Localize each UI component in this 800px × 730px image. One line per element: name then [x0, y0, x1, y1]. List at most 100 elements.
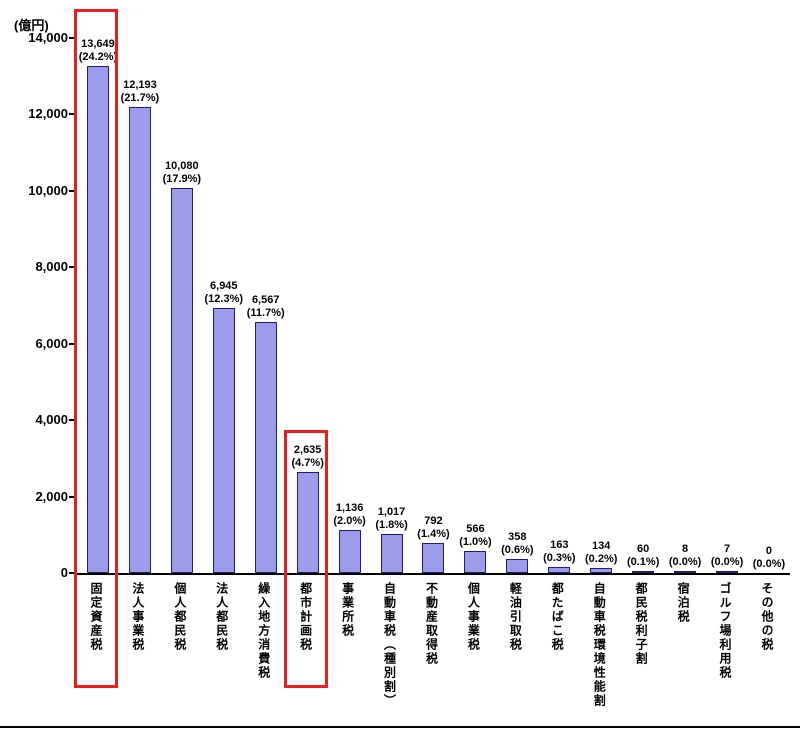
bar-value-label: 6,567 (11.7%): [247, 294, 285, 320]
bar-column: 6,567 (11.7%): [245, 38, 287, 573]
bar-column: 0 (0.0%): [748, 38, 790, 573]
bar-value: 163: [550, 539, 569, 551]
y-tick-mark: [69, 572, 75, 574]
bar: [170, 188, 193, 573]
category-label-cell: ゴルフ場利用税: [704, 582, 746, 680]
y-axis-unit-label: (億円): [14, 18, 49, 33]
bar-percent: (2.0%): [333, 515, 366, 527]
bar-value-label: 13,649 (24.2%): [79, 38, 118, 64]
bars-row: 13,649 (24.2%) 12,193 (21.7%) 10,080 (17.9%) 6…: [77, 38, 790, 573]
bar-value: 792: [424, 515, 443, 527]
bar-column: 12,193 (21.7%): [119, 38, 161, 573]
bar-value-label: 1,136 (2.0%): [333, 502, 365, 528]
bar: [128, 107, 151, 573]
bar-value-label: 566 (1.0%): [459, 523, 491, 549]
bar-column: 163 (0.3%): [538, 38, 580, 573]
bar-value-label: 60 (0.1%): [627, 543, 659, 569]
bar-value-label: 358 (0.6%): [501, 531, 533, 557]
bar-value-label: 134 (0.2%): [585, 540, 617, 566]
bar: [548, 567, 571, 573]
bar-percent: (0.2%): [585, 553, 618, 565]
bar-percent: (17.9%): [162, 173, 202, 185]
bar-column: 1,136 (2.0%): [329, 38, 371, 573]
category-label-cell: 自動車税環境性能割: [578, 582, 620, 708]
bar: [422, 543, 445, 573]
category-label: 繰入地方消費税: [256, 582, 271, 680]
bar-column: 10,080 (17.9%): [161, 38, 203, 573]
bar-column: 566 (1.0%): [454, 38, 496, 573]
y-tick-mark: [69, 113, 75, 116]
category-label-cell: 不動産取得税: [411, 582, 453, 666]
y-tick-mark: [69, 189, 75, 192]
category-label: 個人都民税: [172, 582, 187, 652]
bar: [254, 322, 277, 573]
category-label-cell: 都市計画税: [285, 582, 327, 652]
bar-percent: (11.7%): [246, 307, 285, 319]
category-label-cell: 法人事業税: [117, 582, 159, 652]
bar-column: 7 (0.0%): [706, 38, 748, 573]
y-tick-label: 12,000: [28, 106, 68, 122]
bar-percent: (0.0%): [668, 556, 702, 568]
category-labels-row: 固定資産税 法人事業税 個人都民税 法人都民税 繰入地方消費税 都市計画税 事業所税 自動車税…: [75, 582, 788, 724]
bar: [674, 571, 697, 573]
category-label-cell: 自動車税（種別割）: [369, 582, 411, 708]
bar-value: 60: [637, 543, 650, 555]
bar-value: 0: [765, 545, 773, 557]
category-label-cell: 個人事業税: [452, 582, 494, 652]
bar-percent: (1.8%): [375, 519, 408, 531]
bar: [632, 571, 655, 573]
category-label-cell: 都たばこ税: [536, 582, 578, 652]
y-tick-mark: [69, 419, 75, 422]
category-label-cell: その他の税: [746, 582, 788, 652]
bar-value-label: 163 (0.3%): [543, 539, 575, 565]
category-label: ゴルフ場利用税: [718, 582, 733, 680]
bar-column: 358 (0.6%): [496, 38, 538, 573]
category-label: その他の税: [759, 582, 774, 652]
bar-percent: (0.0%): [710, 556, 744, 568]
bar-value: 10,080: [165, 160, 199, 172]
category-label-cell: 宿泊税: [662, 582, 704, 624]
category-label: 不動産取得税: [424, 582, 439, 666]
bar-value: 134: [592, 540, 611, 552]
bar-column: 60 (0.1%): [622, 38, 664, 573]
category-label-cell: 個人都民税: [159, 582, 201, 652]
category-label-cell: 都民税利子割: [620, 582, 662, 666]
bar-value: 566: [466, 523, 485, 535]
bar-value: 12,193: [123, 79, 157, 91]
bar: [380, 534, 403, 573]
category-label: 宿泊税: [676, 582, 691, 624]
category-label: 法人事業税: [130, 582, 145, 652]
category-label-cell: 事業所税: [327, 582, 369, 638]
bar-value: 6,567: [251, 294, 280, 306]
category-label-cell: 固定資産税: [75, 582, 117, 652]
bar-column: 1,017 (1.8%): [371, 38, 413, 573]
y-tick-mark: [69, 495, 75, 498]
bar-value: 1,136: [335, 502, 364, 514]
category-label: 軽油引取税: [508, 582, 523, 652]
bar-column: 13,649 (24.2%): [77, 38, 119, 573]
bar-value: 358: [508, 531, 527, 543]
category-label-cell: 法人都民税: [201, 582, 243, 652]
bar-column: 8 (0.0%): [664, 38, 706, 573]
bar-value-label: 0 (0.0%): [753, 545, 785, 571]
highlight-box: [284, 430, 328, 688]
bar: [590, 568, 613, 573]
highlight-box: [74, 9, 118, 688]
y-tick-mark: [69, 342, 75, 345]
bar-value-label: 1,017 (1.8%): [375, 506, 407, 532]
bar: [212, 308, 235, 573]
category-label-cell: 繰入地方消費税: [243, 582, 285, 680]
y-tick-label: 2,000: [35, 488, 68, 504]
category-label: 都市計画税: [298, 582, 313, 652]
bar-value-label: 6,945 (12.3%): [205, 280, 244, 306]
bar-column: 134 (0.2%): [580, 38, 622, 573]
bar-column: 6,945 (12.3%): [203, 38, 245, 573]
bar: [464, 551, 487, 573]
category-label: 事業所税: [340, 582, 355, 638]
bar-percent: (12.3%): [204, 293, 244, 305]
bar-value: 8: [682, 543, 689, 555]
y-tick-label: 6,000: [35, 335, 68, 351]
bar-value: 13,649: [81, 38, 115, 50]
bar-value-label: 2,635 (4.7%): [291, 444, 323, 470]
